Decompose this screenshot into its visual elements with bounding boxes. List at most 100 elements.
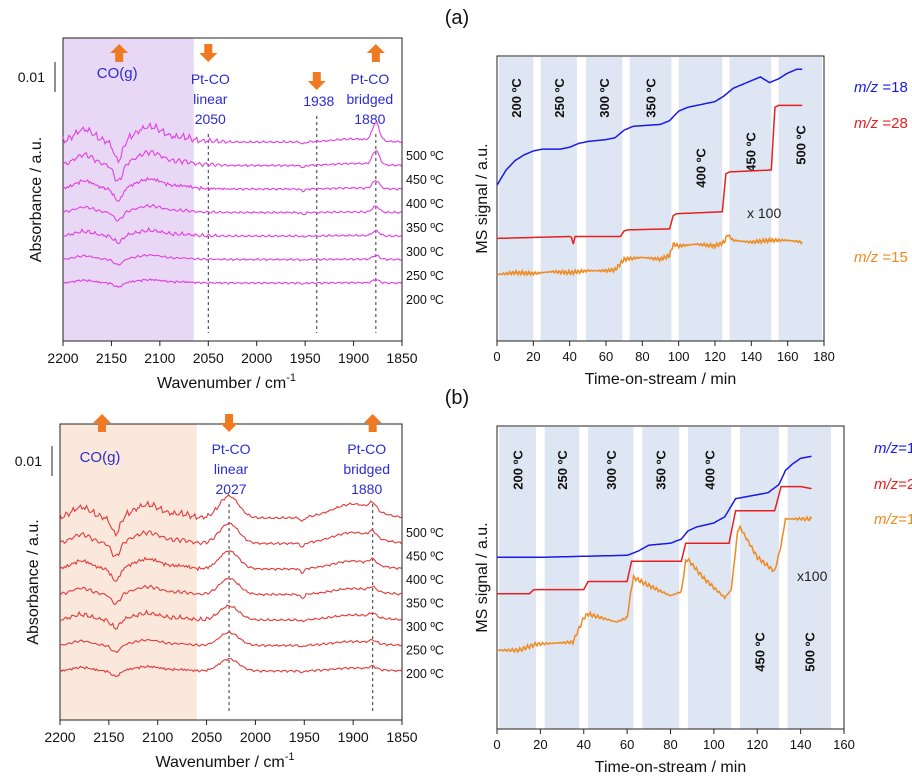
ms-series-label: m/z =28 <box>854 115 908 132</box>
ms-series-line <box>497 485 812 595</box>
x-tick-label: 40 <box>577 737 591 752</box>
ms-series-line <box>496 233 803 277</box>
spectrum-line-300 <box>62 226 402 245</box>
feature-label: 1938 <box>303 93 334 109</box>
x-tick-label: 2050 <box>193 350 224 366</box>
x-tick-label: 1950 <box>289 729 320 745</box>
x-tick-label: 140 <box>740 349 762 364</box>
ms-series-label: m/z=18 <box>874 440 912 457</box>
x-axis-label: Wavenumber / cm-1 <box>157 372 296 392</box>
feature-label: bridged <box>346 91 393 107</box>
feature-arrow-down-icon <box>199 44 218 62</box>
ms-signal-panel-a: 200 ºC 250 ºC 300 ºC 350 ºC 400 ºC 450 ºC 500 … <box>474 55 908 388</box>
temperature-band <box>544 427 580 729</box>
ms-series-label: m/z =18 <box>854 79 908 96</box>
co-gas-label: CO(g) <box>97 65 138 82</box>
x-tick-label: 1900 <box>338 729 369 745</box>
feature-arrow-down-icon <box>307 72 326 90</box>
ms-series-label-rest: =18 <box>898 440 912 457</box>
co-gas-label: CO(g) <box>80 449 121 466</box>
temperature-band-label: 350 ºC <box>644 78 659 118</box>
x-tick-label: 2100 <box>142 729 173 745</box>
plot-frame <box>496 55 825 342</box>
spectrum-line-250 <box>62 253 402 266</box>
x-tick-label: 1900 <box>338 350 369 366</box>
x-tick-label: 2000 <box>240 729 271 745</box>
x-tick-label: 2200 <box>47 350 78 366</box>
temperature-band-label: 250 ºC <box>555 450 570 490</box>
spectrum-line-450 <box>62 149 402 182</box>
x-tick-label: 80 <box>663 737 677 752</box>
x-tick-label: 120 <box>746 737 768 752</box>
temperature-band <box>778 57 823 341</box>
co-gas-region <box>60 424 197 720</box>
spectrum-line-350 <box>62 203 402 222</box>
panel-label-a: (a) <box>445 7 469 29</box>
x-tick-label: 140 <box>790 737 812 752</box>
scale-bar-label: 0.01 <box>18 69 45 85</box>
x-tick-label: 120 <box>704 349 726 364</box>
x-tick-label: 2150 <box>96 350 127 366</box>
scale-bar-label: 0.01 <box>15 453 42 469</box>
temperature-band-label: 400 ºC <box>703 450 718 490</box>
x-tick-label: 2050 <box>191 729 222 745</box>
temperature-band-label: 200 ºC <box>511 450 526 490</box>
temperature-band <box>499 427 537 729</box>
spectrum-line-300 <box>59 604 402 630</box>
temperature-band-label: 450 ºC <box>743 132 758 172</box>
feature-label: bridged <box>343 461 390 477</box>
x-tick-label: 160 <box>777 349 799 364</box>
spectrum-line-400 <box>59 549 402 582</box>
temperature-band <box>739 427 779 729</box>
x-tick-label: 0 <box>493 737 500 752</box>
ms-series-label-italic: m/z <box>854 115 879 132</box>
plot-frame <box>62 37 403 342</box>
feature-label: 2027 <box>215 481 246 497</box>
temperature-band <box>586 57 623 341</box>
x-tick-label: 60 <box>620 737 634 752</box>
ms-series-label-rest: =15 <box>898 511 912 528</box>
spectrum-temperature-label: 250 ºC <box>406 269 444 283</box>
x-tick-label: 40 <box>562 349 576 364</box>
x-tick-label: 20 <box>526 349 540 364</box>
x-tick-label: 100 <box>668 349 690 364</box>
ms-series-label-rest: =28 <box>878 115 908 132</box>
temperature-band <box>787 427 831 729</box>
x-tick-label: 160 <box>833 737 855 752</box>
spectrum-line-200 <box>59 657 402 678</box>
x-tick-label: 2150 <box>93 729 124 745</box>
x-tick-label: 2100 <box>144 350 175 366</box>
spectrum-temperature-label: 500 ºC <box>406 526 444 540</box>
spectrum-temperature-label: 300 ºC <box>406 620 444 634</box>
x-tick-label: 2000 <box>241 350 272 366</box>
spectrum-temperature-label: 500 ºC <box>406 149 444 163</box>
ms-series-label-rest: =28 <box>898 476 912 493</box>
feature-label: linear <box>214 461 249 477</box>
x-axis-label: Wavenumber / cm-1 <box>156 751 295 771</box>
x-tick-label: 1950 <box>290 350 321 366</box>
scale-annotation: x 100 <box>747 205 781 221</box>
feature-label: Pt-CO <box>191 71 230 87</box>
ir-spectra-panel-a: 0.01 CO(g) Pt-CO linear 2050 1938 Pt-CO bridged… <box>18 37 444 392</box>
temperature-band <box>588 427 634 729</box>
feature-label: Pt-CO <box>350 71 389 87</box>
temperature-band-label: 200 ºC <box>509 78 524 118</box>
y-axis-label: MS signal / a.u. <box>474 522 491 632</box>
temperature-band-label: 500 ºC <box>802 632 817 672</box>
y-axis-label: MS signal / a.u. <box>474 143 491 253</box>
feature-label: linear <box>193 91 228 107</box>
feature-arrow-down-icon <box>220 414 239 432</box>
ms-signal-panel-b: 200 ºC 250 ºC 300 ºC 350 ºC 400 ºC 450 ºC 500 … <box>474 425 912 776</box>
x-tick-label: 100 <box>703 737 725 752</box>
spectrum-line-200 <box>62 278 402 288</box>
spectrum-temperature-label: 300 ºC <box>406 245 444 259</box>
co-gas-arrow-up-icon <box>93 414 112 432</box>
x-axis-label-superscript: -1 <box>286 372 296 384</box>
ms-series-line <box>496 515 813 654</box>
temperature-band <box>687 427 732 729</box>
ms-series-label: m/z=15 <box>874 511 912 528</box>
spectrum-temperature-label: 400 ºC <box>406 197 444 211</box>
x-tick-label: 60 <box>599 349 613 364</box>
co-gas-arrow-up-icon <box>110 44 129 62</box>
x-tick-label: 1850 <box>386 729 417 745</box>
